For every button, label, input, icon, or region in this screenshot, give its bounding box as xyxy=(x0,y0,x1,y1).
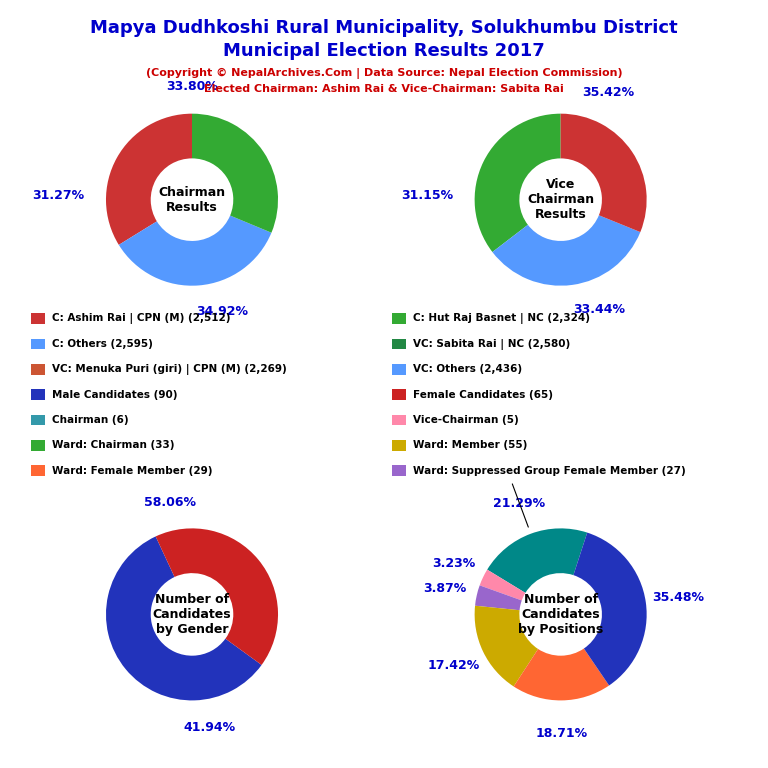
Text: 33.44%: 33.44% xyxy=(574,303,625,316)
Text: 34.92%: 34.92% xyxy=(196,305,248,318)
Text: 35.48%: 35.48% xyxy=(652,591,704,604)
Text: Vice-Chairman (5): Vice-Chairman (5) xyxy=(413,415,519,425)
Text: Female Candidates (65): Female Candidates (65) xyxy=(413,389,553,400)
Wedge shape xyxy=(480,570,525,601)
Text: 17.42%: 17.42% xyxy=(428,659,480,672)
Text: Number of
Candidates
by Positions: Number of Candidates by Positions xyxy=(518,593,604,636)
Wedge shape xyxy=(487,528,588,593)
Wedge shape xyxy=(492,215,641,286)
Wedge shape xyxy=(106,114,192,245)
Text: C: Hut Raj Basnet | NC (2,324): C: Hut Raj Basnet | NC (2,324) xyxy=(413,313,590,324)
Text: 3.23%: 3.23% xyxy=(432,557,475,570)
Text: 33.80%: 33.80% xyxy=(166,80,218,93)
Wedge shape xyxy=(561,114,647,232)
Wedge shape xyxy=(119,216,271,286)
Wedge shape xyxy=(475,606,538,687)
Text: Ward: Chairman (33): Ward: Chairman (33) xyxy=(52,440,175,451)
Text: Number of
Candidates
by Gender: Number of Candidates by Gender xyxy=(153,593,231,636)
Text: C: Ashim Rai | CPN (M) (2,512): C: Ashim Rai | CPN (M) (2,512) xyxy=(52,313,230,324)
Wedge shape xyxy=(514,648,609,700)
Text: Chairman (6): Chairman (6) xyxy=(52,415,129,425)
Text: 58.06%: 58.06% xyxy=(144,496,197,509)
Text: Chairman
Results: Chairman Results xyxy=(158,186,226,214)
Text: 3.87%: 3.87% xyxy=(423,581,466,594)
Text: VC: Sabita Rai | NC (2,580): VC: Sabita Rai | NC (2,580) xyxy=(413,339,571,349)
Text: Vice
Chairman
Results: Vice Chairman Results xyxy=(527,178,594,221)
Text: Ward: Female Member (29): Ward: Female Member (29) xyxy=(52,465,213,476)
Text: VC: Others (2,436): VC: Others (2,436) xyxy=(413,364,522,375)
Wedge shape xyxy=(192,114,278,233)
Text: C: Others (2,595): C: Others (2,595) xyxy=(52,339,153,349)
Text: Ward: Member (55): Ward: Member (55) xyxy=(413,440,528,451)
Text: 35.42%: 35.42% xyxy=(582,86,634,98)
Text: (Copyright © NepalArchives.Com | Data Source: Nepal Election Commission): (Copyright © NepalArchives.Com | Data So… xyxy=(146,68,622,78)
Text: 31.15%: 31.15% xyxy=(401,189,453,202)
Text: Mapya Dudhkoshi Rural Municipality, Solukhumbu District: Mapya Dudhkoshi Rural Municipality, Solu… xyxy=(90,19,678,37)
Wedge shape xyxy=(574,532,647,686)
Text: Municipal Election Results 2017: Municipal Election Results 2017 xyxy=(223,42,545,60)
Wedge shape xyxy=(156,528,278,665)
Wedge shape xyxy=(475,585,521,611)
Text: Elected Chairman: Ashim Rai & Vice-Chairman: Sabita Rai: Elected Chairman: Ashim Rai & Vice-Chair… xyxy=(204,84,564,94)
Text: 18.71%: 18.71% xyxy=(536,727,588,740)
Text: 31.27%: 31.27% xyxy=(32,189,84,202)
Wedge shape xyxy=(475,114,561,252)
Text: VC: Menuka Puri (giri) | CPN (M) (2,269): VC: Menuka Puri (giri) | CPN (M) (2,269) xyxy=(52,364,287,375)
Text: 21.29%: 21.29% xyxy=(493,497,545,510)
Text: Ward: Suppressed Group Female Member (27): Ward: Suppressed Group Female Member (27… xyxy=(413,465,686,476)
Wedge shape xyxy=(106,536,262,700)
Text: 41.94%: 41.94% xyxy=(183,721,235,734)
Text: Male Candidates (90): Male Candidates (90) xyxy=(52,389,177,400)
